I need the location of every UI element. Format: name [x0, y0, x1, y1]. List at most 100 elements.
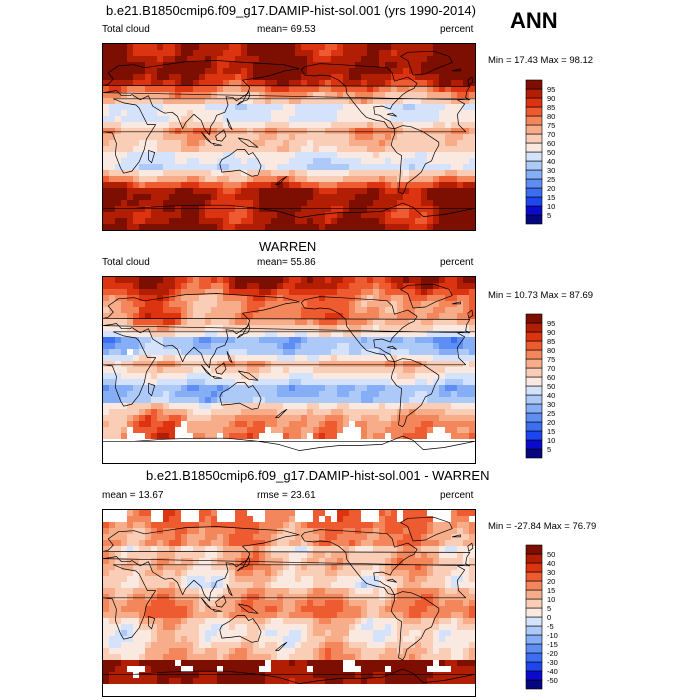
- map-cell: [187, 540, 194, 547]
- map-cell: [391, 50, 398, 57]
- map-cell: [217, 164, 224, 171]
- map-cell: [283, 218, 290, 225]
- map-cell: [397, 62, 404, 69]
- map-cell: [397, 355, 404, 362]
- map-cell: [355, 433, 362, 440]
- map-cell: [307, 224, 314, 230]
- map-cell: [199, 397, 206, 404]
- map-cell: [355, 325, 362, 332]
- map-cell: [415, 516, 422, 523]
- map-cell: [433, 576, 440, 583]
- map-cell: [235, 355, 242, 362]
- map-cell: [445, 588, 452, 595]
- map-cell: [217, 218, 224, 225]
- map-cell: [319, 427, 326, 434]
- map-cell: [169, 343, 176, 350]
- map-cell: [301, 74, 308, 81]
- map-cell: [133, 415, 140, 422]
- map-cell: [397, 86, 404, 93]
- map-cell: [241, 128, 248, 135]
- map-cell: [193, 212, 200, 219]
- map-cell: [217, 158, 224, 165]
- map-cell: [307, 600, 314, 607]
- map-cell: [457, 146, 464, 153]
- map-cell: [169, 164, 176, 171]
- map-cell: [403, 110, 410, 117]
- map-cell: [247, 170, 254, 177]
- map-cell: [127, 301, 134, 308]
- map-cell: [343, 331, 350, 338]
- map-cell: [253, 594, 260, 601]
- map-cell: [157, 391, 164, 398]
- map-cell: [355, 576, 362, 583]
- map-cell: [175, 224, 182, 230]
- map-cell: [241, 152, 248, 159]
- colorbar-tick-label: 60: [547, 139, 555, 148]
- map-cell: [271, 540, 278, 547]
- map-cell: [283, 427, 290, 434]
- map-cell: [313, 182, 320, 189]
- map-cell: [427, 182, 434, 189]
- map-cell: [439, 56, 446, 63]
- map-cell: [163, 164, 170, 171]
- map-cell: [367, 194, 374, 201]
- map-cell: [253, 433, 260, 440]
- map-cell: [295, 86, 302, 93]
- map-cell: [385, 516, 392, 523]
- map-cell: [187, 343, 194, 350]
- map-cell: [151, 415, 158, 422]
- map-cell: [373, 319, 380, 326]
- map-cell: [433, 421, 440, 428]
- map-cell: [247, 594, 254, 601]
- map-cell: [379, 98, 386, 105]
- map-cell: [343, 170, 350, 177]
- map-cell: [223, 152, 230, 159]
- map-cell: [109, 80, 116, 87]
- map-cell: [109, 564, 116, 571]
- map-cell: [289, 128, 296, 135]
- map-cell: [187, 337, 194, 344]
- map-cell: [379, 552, 386, 559]
- map-cell: [283, 146, 290, 153]
- map-cell: [145, 409, 152, 416]
- map-cell: [463, 212, 470, 219]
- map-cell: [169, 92, 176, 99]
- map-cell: [271, 564, 278, 571]
- map-cell: [259, 373, 266, 380]
- map-cell: [271, 439, 278, 446]
- map-cell: [445, 80, 452, 87]
- map-cell: [391, 355, 398, 362]
- map-cell: [187, 182, 194, 189]
- map-cell: [319, 594, 326, 601]
- map-cell: [361, 188, 368, 195]
- map-cell: [157, 277, 164, 284]
- map-cell: [193, 546, 200, 553]
- map-cell: [115, 44, 122, 51]
- map-cell: [283, 564, 290, 571]
- map-cell: [127, 212, 134, 219]
- map-cell: [301, 319, 308, 326]
- map-cell: [223, 110, 230, 117]
- map-cell: [295, 594, 302, 601]
- map-cell: [211, 427, 218, 434]
- map-cell: [205, 128, 212, 135]
- map-cell: [235, 451, 242, 458]
- map-cell: [271, 522, 278, 529]
- map-cell: [373, 104, 380, 111]
- map-cell: [295, 331, 302, 338]
- map-cell: [277, 367, 284, 374]
- map-cell: [325, 104, 332, 111]
- map-cell: [157, 104, 164, 111]
- map-cell: [385, 558, 392, 565]
- map-cell: [331, 445, 338, 452]
- map-cell: [379, 516, 386, 523]
- map-cell: [349, 200, 356, 207]
- map-cell: [103, 594, 110, 601]
- map-cell: [379, 176, 386, 183]
- map-cell: [307, 522, 314, 529]
- map-cell: [355, 170, 362, 177]
- map-cell: [343, 80, 350, 87]
- map-cell: [373, 588, 380, 595]
- map-cell: [283, 313, 290, 320]
- map-cell: [337, 582, 344, 589]
